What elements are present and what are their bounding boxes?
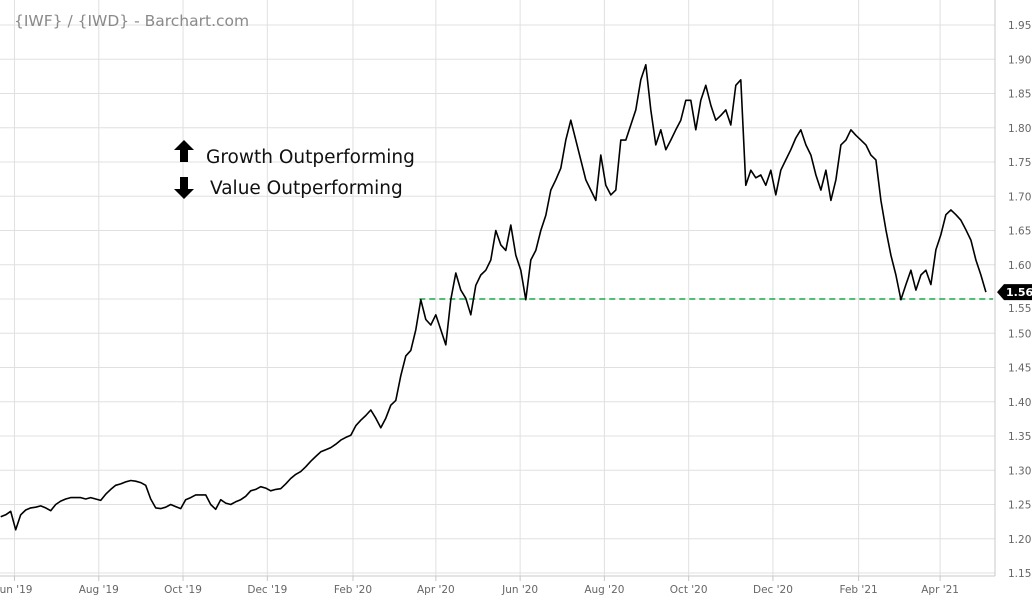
x-tick-label: Apr '20: [417, 584, 455, 596]
y-tick-label: 1.85: [1008, 89, 1031, 101]
x-tick-label: Aug '19: [79, 584, 119, 596]
x-tick-label: Aug '20: [584, 584, 624, 596]
y-axis: 1.15 1.20 1.25 1.30 1.35 1.40 1.45 1.50 1.55 1.60…: [1008, 20, 1031, 580]
grid: [0, 0, 995, 576]
arrow-down-icon: [174, 177, 194, 199]
y-tick-label: 1.15: [1008, 568, 1031, 580]
y-tick-label: 1.35: [1008, 431, 1031, 443]
y-tick-label: 1.50: [1008, 328, 1031, 340]
y-tick-label: 1.60: [1008, 260, 1031, 272]
y-tick-label: 1.75: [1008, 157, 1031, 169]
y-tick-label: 1.25: [1008, 500, 1031, 512]
legend-growth: Growth Outperforming: [174, 140, 415, 168]
x-axis: Jun '19 Aug '19 Oct '19 Dec '19 Feb '20 Apr '…: [0, 576, 959, 596]
y-tick-label: 1.90: [1008, 54, 1031, 66]
y-tick-label: 1.45: [1008, 363, 1031, 375]
arrow-up-icon: [174, 140, 194, 162]
last-value-badge-shape: [997, 284, 1032, 301]
x-tick-label: Dec '20: [753, 584, 793, 596]
x-tick-label: Oct '20: [670, 584, 708, 596]
x-tick-label: Apr '21: [921, 584, 959, 596]
chart-title: {IWF} / {IWD} - Barchart.com: [14, 12, 249, 30]
x-tick-label: Feb '20: [334, 584, 372, 596]
x-tick-label: Jun '20: [501, 584, 538, 596]
x-tick-label: Oct '19: [164, 584, 202, 596]
y-tick-label: 1.20: [1008, 534, 1031, 546]
y-tick-label: 1.65: [1008, 226, 1031, 238]
series-line-iwf-iwd: [0, 63, 987, 531]
legend-value-label: Value Outperforming: [210, 178, 403, 199]
y-tick-label: 1.95: [1008, 20, 1031, 32]
y-tick-label: 1.40: [1008, 397, 1031, 409]
y-tick-label: 1.80: [1008, 123, 1031, 135]
data-points: [1, 65, 986, 530]
y-tick-label: 1.70: [1008, 191, 1031, 203]
x-tick-label: Jun '19: [0, 584, 33, 596]
y-tick-label: 1.55: [1008, 303, 1031, 315]
x-tick-label: Feb '21: [840, 584, 878, 596]
last-value-badge: 1.56: [997, 284, 1032, 301]
last-value-label: 1.56: [1006, 286, 1032, 299]
x-tick-label: Dec '19: [247, 584, 287, 596]
legend-value: Value Outperforming: [174, 177, 403, 199]
legend-growth-label: Growth Outperforming: [206, 147, 415, 168]
y-tick-label: 1.30: [1008, 465, 1031, 477]
